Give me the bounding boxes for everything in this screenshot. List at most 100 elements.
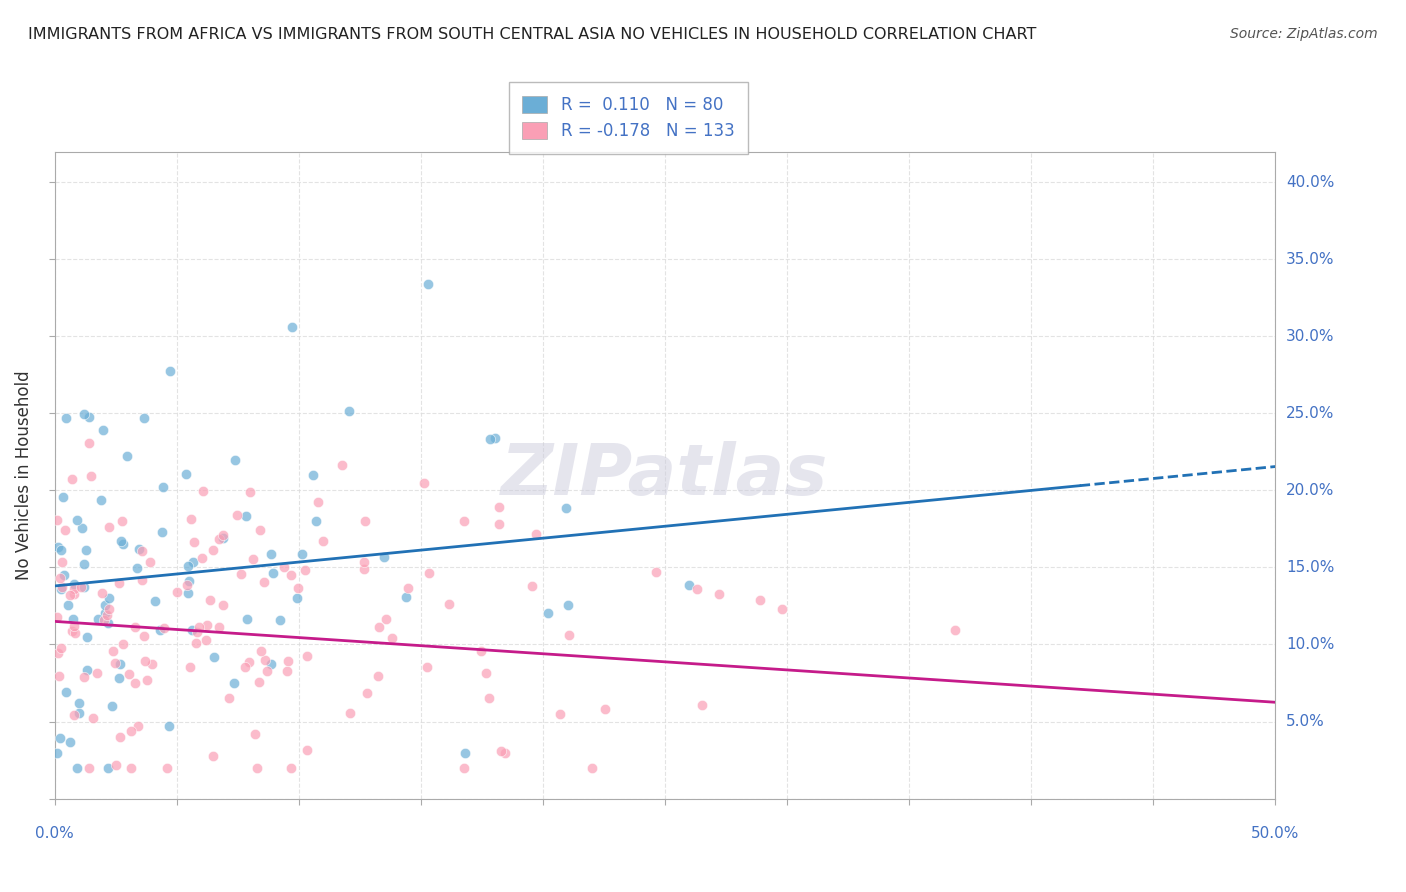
Point bbox=[73, 670, 96, 684]
Point bbox=[174, 467, 197, 482]
Point bbox=[418, 566, 440, 580]
Point bbox=[256, 665, 278, 679]
Point bbox=[198, 593, 221, 607]
Point bbox=[76, 663, 98, 677]
Text: IMMIGRANTS FROM AFRICA VS IMMIGRANTS FROM SOUTH CENTRAL ASIA NO VEHICLES IN HOUS: IMMIGRANTS FROM AFRICA VS IMMIGRANTS FRO… bbox=[28, 27, 1036, 42]
Point bbox=[115, 449, 138, 463]
Point bbox=[65, 625, 87, 640]
Point bbox=[180, 511, 202, 525]
Point bbox=[259, 657, 281, 671]
Point bbox=[678, 578, 700, 592]
Text: 25.0%: 25.0% bbox=[1286, 406, 1334, 421]
Point bbox=[281, 319, 304, 334]
Point bbox=[520, 579, 543, 593]
Point bbox=[581, 761, 603, 775]
Point bbox=[108, 657, 131, 671]
Point bbox=[484, 431, 506, 445]
Point bbox=[254, 653, 277, 667]
Point bbox=[48, 669, 70, 683]
Point bbox=[212, 531, 235, 545]
Text: 15.0%: 15.0% bbox=[1286, 560, 1334, 575]
Text: 0.0%: 0.0% bbox=[35, 826, 75, 841]
Point bbox=[305, 515, 328, 529]
Point bbox=[307, 495, 329, 509]
Point bbox=[118, 666, 141, 681]
Point bbox=[152, 480, 174, 494]
Point bbox=[294, 564, 316, 578]
Text: Source: ZipAtlas.com: Source: ZipAtlas.com bbox=[1230, 27, 1378, 41]
Text: 20.0%: 20.0% bbox=[1286, 483, 1334, 498]
Point bbox=[416, 277, 439, 291]
Point bbox=[111, 514, 134, 528]
Point bbox=[242, 552, 264, 566]
Point bbox=[454, 746, 477, 760]
Point bbox=[488, 500, 510, 514]
Point bbox=[62, 576, 84, 591]
Point bbox=[249, 643, 271, 657]
Point bbox=[91, 586, 114, 600]
Point bbox=[353, 514, 375, 528]
Point bbox=[555, 501, 578, 516]
Point bbox=[51, 580, 73, 594]
Point bbox=[101, 644, 124, 658]
Point bbox=[90, 493, 112, 508]
Point bbox=[330, 458, 353, 472]
Point bbox=[239, 485, 262, 500]
Point bbox=[157, 719, 180, 733]
Point bbox=[73, 580, 96, 594]
Point bbox=[73, 558, 96, 572]
Point bbox=[132, 410, 155, 425]
Point bbox=[211, 598, 233, 612]
Text: ZIPatlas: ZIPatlas bbox=[501, 441, 828, 509]
Point bbox=[62, 619, 84, 633]
Point bbox=[62, 586, 84, 600]
Point bbox=[273, 559, 295, 574]
Point bbox=[181, 556, 204, 570]
Point bbox=[297, 743, 319, 757]
Point bbox=[285, 591, 308, 605]
Point bbox=[280, 568, 302, 582]
Point bbox=[127, 718, 149, 732]
Point bbox=[311, 533, 333, 548]
Point bbox=[236, 612, 259, 626]
Point bbox=[479, 432, 502, 446]
Point bbox=[131, 573, 153, 587]
Point bbox=[55, 410, 77, 425]
Point bbox=[557, 599, 579, 613]
Point bbox=[51, 542, 73, 557]
Point bbox=[943, 623, 966, 637]
Point bbox=[166, 584, 188, 599]
Point bbox=[56, 599, 79, 613]
Point bbox=[524, 526, 547, 541]
Point bbox=[548, 707, 571, 722]
Point bbox=[159, 364, 181, 378]
Point bbox=[595, 702, 617, 716]
Point bbox=[51, 556, 73, 570]
Point bbox=[246, 761, 269, 775]
Point bbox=[63, 707, 86, 722]
Point bbox=[494, 747, 516, 761]
Point bbox=[212, 527, 235, 541]
Point bbox=[150, 524, 173, 539]
Point bbox=[177, 559, 200, 574]
Point bbox=[179, 574, 201, 588]
Point bbox=[141, 657, 163, 671]
Point bbox=[253, 575, 276, 590]
Point bbox=[176, 578, 198, 592]
Point bbox=[124, 620, 146, 634]
Point bbox=[52, 491, 75, 505]
Point bbox=[269, 613, 291, 627]
Point bbox=[58, 735, 80, 749]
Point bbox=[488, 516, 510, 531]
Point bbox=[98, 602, 121, 616]
Point bbox=[149, 623, 172, 637]
Point bbox=[70, 580, 93, 594]
Point bbox=[49, 641, 72, 656]
Point bbox=[94, 607, 117, 621]
Point bbox=[110, 730, 132, 744]
Point bbox=[644, 565, 666, 579]
Text: 5.0%: 5.0% bbox=[1286, 714, 1324, 729]
Point bbox=[138, 555, 160, 569]
Point bbox=[368, 620, 391, 634]
Point bbox=[276, 664, 298, 678]
